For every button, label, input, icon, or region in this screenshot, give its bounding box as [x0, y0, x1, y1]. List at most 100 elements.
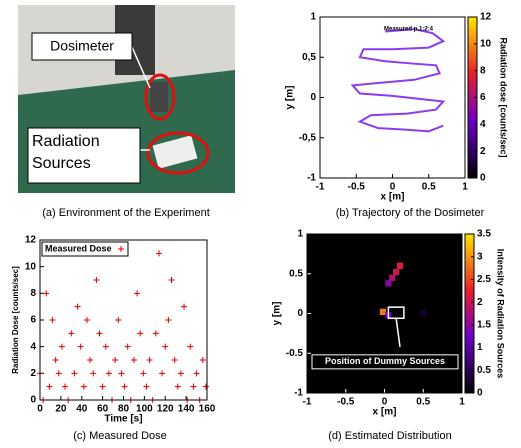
colorbar-tick-label: 2: [480, 146, 486, 157]
dosimeter: [150, 82, 168, 112]
point: [190, 383, 197, 390]
x-tick-label: -0.5: [337, 397, 355, 408]
y-axis-label: y [m]: [285, 86, 296, 110]
x-tick-label: 80: [118, 404, 130, 415]
x-tick-label: 160: [199, 404, 216, 415]
point: [140, 370, 147, 377]
x-tick-label: -1: [303, 397, 312, 408]
y-tick-label: -1: [307, 173, 316, 184]
x-tick-label: 20: [55, 404, 67, 415]
point: [77, 343, 84, 350]
pointer: [131, 46, 151, 89]
point: [130, 357, 137, 363]
x-axis-label: x [m]: [373, 407, 397, 418]
y-tick-label: 1: [297, 229, 303, 240]
point: [71, 370, 78, 377]
colorbar-tick-label: 6: [480, 92, 486, 103]
legend-marker: [118, 246, 124, 252]
point: [187, 343, 194, 350]
y-tick-label: 6: [30, 315, 36, 326]
x-tick-label: 0: [37, 404, 43, 415]
x-tick-label: 1: [459, 397, 465, 408]
photo-label: Dosimeter: [50, 38, 114, 54]
y-tick-label: 12: [25, 235, 37, 246]
point: [93, 277, 100, 283]
caption: (d) Estimated Distribution: [328, 430, 452, 442]
y-axis-label: Radiation Dose [counts/sec]: [11, 266, 20, 374]
plot-frame: [319, 16, 466, 179]
point: [202, 383, 209, 390]
plot-frame: [306, 233, 463, 394]
point: [165, 317, 172, 323]
y-tick-label: 0: [310, 92, 316, 103]
point: [112, 357, 119, 363]
point: [58, 343, 65, 350]
point: [159, 370, 166, 377]
y-tick-label: -0,5: [299, 132, 317, 143]
point: [46, 383, 53, 390]
point: [74, 303, 81, 310]
caption: (a) Environment of the Experiment: [42, 207, 210, 219]
point: [55, 370, 62, 377]
legend-box: [41, 241, 129, 257]
point: [146, 357, 153, 363]
colorbar-tick-label: 10: [480, 38, 492, 49]
point: [96, 330, 103, 337]
legend-label: Measured Dose: [45, 243, 112, 253]
point: [83, 317, 90, 323]
point: [118, 370, 125, 377]
cell: [385, 280, 392, 287]
y-tick-label: 2: [30, 368, 36, 379]
colorbar-tick-label: 0: [477, 388, 483, 399]
point: [102, 343, 109, 350]
y-tick-label: 0.5: [289, 268, 303, 279]
point: [137, 330, 144, 337]
point: [124, 343, 131, 350]
cell: [389, 274, 396, 281]
colorbar-tick-label: 0: [480, 173, 486, 184]
point: [193, 370, 200, 377]
point: [105, 370, 112, 377]
point: [162, 343, 169, 350]
point: [134, 290, 141, 297]
point: [90, 370, 97, 377]
y-tick-label: -0.5: [286, 348, 304, 359]
colorbar: [464, 233, 475, 394]
trajectory: [350, 28, 446, 133]
colorbar-tick-label: 12: [480, 12, 492, 23]
colorbar-tick-label: 1.5: [477, 319, 491, 330]
point: [87, 357, 94, 363]
point: [121, 383, 128, 390]
x-tick-label: 40: [76, 404, 88, 415]
point: [80, 383, 87, 390]
cell: [420, 310, 427, 317]
x-tick-label: -0.5: [348, 182, 366, 193]
cell: [396, 262, 404, 269]
x-tick-label: 0: [390, 182, 396, 193]
point: [152, 330, 159, 337]
cell: [379, 308, 387, 316]
y-tick-label: 0: [30, 395, 36, 406]
circle: [146, 131, 210, 175]
legend: Measured p.1:2:4: [384, 27, 434, 33]
x-tick-label: 1: [462, 182, 468, 193]
point: [99, 383, 106, 390]
point: [49, 317, 56, 323]
colorbar-tick-label: 2: [477, 297, 483, 308]
point: [43, 290, 50, 297]
colorbar-label: Radiation dose [counts/sec]: [499, 37, 509, 157]
x-tick-label: 0: [382, 397, 388, 408]
y-tick-label: 1: [310, 12, 316, 23]
x-axis-label: x [m]: [381, 192, 405, 203]
point: [115, 317, 122, 323]
annotation: Position of Dummy Sources: [325, 356, 445, 366]
x-tick-label: 0.5: [416, 397, 430, 408]
point: [181, 303, 188, 310]
y-tick-label: 10: [25, 261, 37, 272]
point: [52, 357, 59, 363]
plot-frame: [39, 239, 208, 401]
caption: (c) Measured Dose: [73, 430, 167, 442]
colorbar-tick-label: 3.5: [477, 229, 491, 240]
colorbar-tick-label: 1: [477, 342, 483, 353]
